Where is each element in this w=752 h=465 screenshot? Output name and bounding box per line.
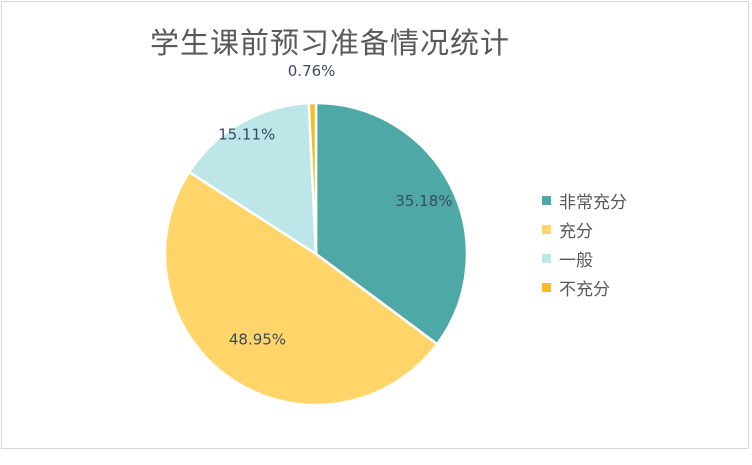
data-label-insufficient: 0.76% xyxy=(288,62,336,80)
pie-slice-sufficient xyxy=(163,170,439,407)
chart-title: 学生课前预习准备情况统计 xyxy=(150,26,511,60)
data-label-sufficient: 48.95% xyxy=(229,330,286,348)
legend-label: 充分 xyxy=(559,222,593,242)
legend-item-sufficient: 充分 xyxy=(542,215,627,244)
legend-swatch xyxy=(542,196,551,205)
data-label-very-sufficient: 35.18% xyxy=(395,192,452,210)
legend-item-very-sufficient: 非常充分 xyxy=(542,186,627,215)
legend-item-insufficient: 不充分 xyxy=(542,273,627,302)
legend-swatch xyxy=(542,283,551,292)
legend-label: 不充分 xyxy=(559,280,610,300)
legend-swatch xyxy=(542,225,551,234)
legend-swatch xyxy=(542,254,551,263)
data-label-average: 15.11% xyxy=(218,126,275,144)
legend-label: 一般 xyxy=(559,251,593,271)
pie-slice-very-sufficient xyxy=(314,101,469,346)
legend-label: 非常充分 xyxy=(559,193,627,213)
legend: 非常充分 充分 一般 不充分 xyxy=(542,186,627,302)
legend-item-average: 一般 xyxy=(542,244,627,273)
pie-slice-average xyxy=(187,101,318,257)
pie-slice-insufficient xyxy=(307,101,318,255)
